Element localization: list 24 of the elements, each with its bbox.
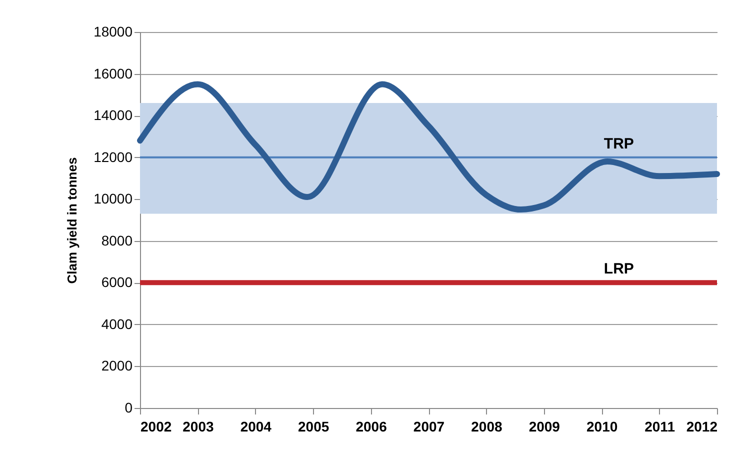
x-tick-label: 2004 bbox=[240, 418, 272, 434]
ref-line-label: TRP bbox=[604, 135, 634, 152]
y-tick-label: 2000 bbox=[101, 358, 133, 374]
ref-line-label: LRP bbox=[604, 260, 634, 278]
x-tick-label: 2006 bbox=[356, 418, 388, 434]
y-tick-label: 10000 bbox=[94, 190, 133, 207]
x-tick-label: 2002 bbox=[140, 418, 172, 434]
x-tick-label: 2008 bbox=[471, 418, 502, 434]
y-tick-label: 8000 bbox=[101, 232, 133, 248]
y-tick-label: 0 bbox=[124, 400, 133, 416]
y-tick-label: 14000 bbox=[94, 107, 133, 124]
y-tick-label: 6000 bbox=[101, 274, 133, 290]
x-tick-label: 2007 bbox=[413, 418, 445, 434]
x-tick-label: 2010 bbox=[586, 418, 618, 434]
y-axis-title: Clam yield in tonnes bbox=[64, 157, 80, 284]
y-tick-label: 18000 bbox=[94, 24, 133, 40]
y-tick-label: 12000 bbox=[94, 148, 133, 165]
x-tick-label: 2009 bbox=[528, 418, 560, 434]
x-tick-label: 2003 bbox=[182, 418, 214, 434]
x-tick-label: 2012 bbox=[686, 418, 718, 434]
y-tick-label: 4000 bbox=[101, 316, 133, 332]
y-tick-label: 16000 bbox=[94, 65, 133, 82]
x-tick-label: 2005 bbox=[298, 418, 330, 434]
x-tick-label: 2011 bbox=[644, 418, 676, 434]
